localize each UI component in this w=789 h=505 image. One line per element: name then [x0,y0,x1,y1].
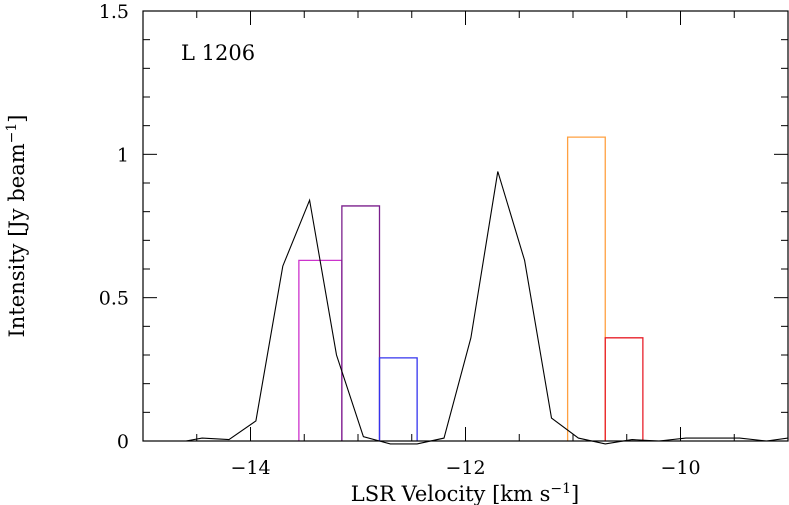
histogram-bar [341,205,381,441]
axis-ticks [142,10,789,442]
histogram-bar [604,337,644,441]
x-tick-label: −10 [660,457,700,479]
y-axis-title: Intensity [Jy beam−1] [4,115,29,338]
y-tick-label: 0.5 [99,288,129,310]
x-tick-label: −12 [445,457,485,479]
tick-labels: −14 −12 −10 0 0.5 1 1.5 [99,1,701,479]
histogram-bar [566,136,606,441]
plot-frame [142,10,789,442]
x-tick-label: −14 [230,457,270,479]
x-axis-title: LSR Velocity [km s−1] [351,481,579,505]
y-tick-label: 1.5 [99,1,129,23]
spectrum-series [185,171,789,445]
y-tick-label: 1 [117,144,129,166]
y-tick-label: 0 [117,431,129,453]
histogram-bars [298,136,644,441]
source-annotation: L 1206 [181,41,255,65]
histogram-bar [378,357,418,441]
spectrum-line [185,171,789,445]
